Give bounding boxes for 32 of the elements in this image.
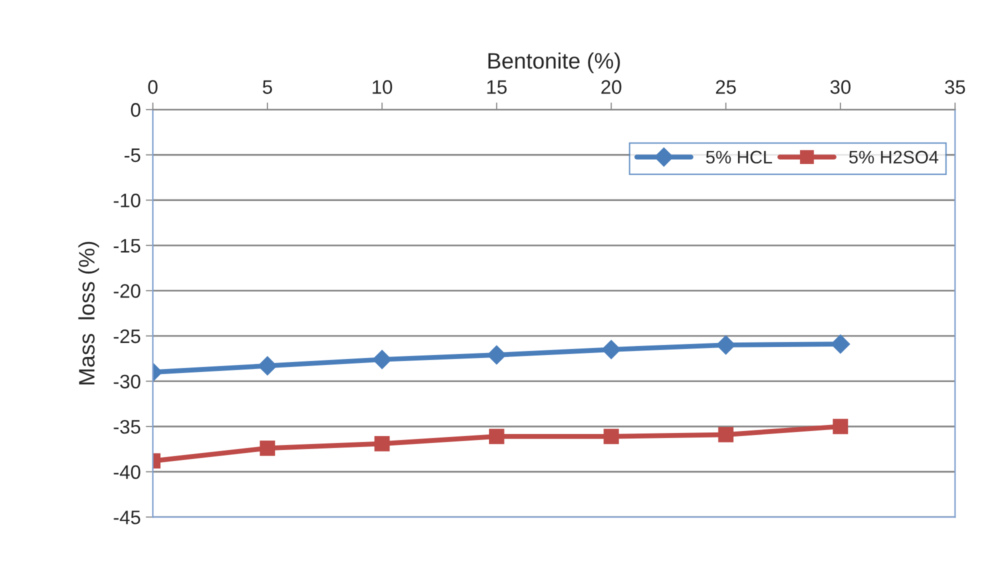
y-tick-label: -25 — [114, 329, 140, 344]
y-tick-label: -30 — [114, 374, 140, 388]
point — [604, 428, 619, 444]
point — [830, 334, 850, 354]
point — [718, 427, 734, 442]
y-tick-label: -5 — [124, 148, 140, 162]
x-tick-label: 10 — [372, 80, 392, 94]
y-axis-title: Mass loss (%) — [78, 242, 100, 384]
y-tick-label: -20 — [114, 284, 140, 298]
y-tick-label: -40 — [114, 465, 140, 480]
x-tick-label: 5 — [262, 80, 272, 94]
x-axis-title: Bentonite (%) — [488, 52, 620, 74]
point — [372, 350, 392, 370]
x-tick-label: 20 — [601, 80, 622, 94]
x-tick-label: 15 — [487, 80, 507, 94]
x-tick-label: 0 — [148, 80, 158, 94]
x-tick-label: 30 — [830, 80, 850, 94]
y-tick-label: -45 — [114, 510, 140, 524]
point — [486, 345, 506, 365]
legend-label: 5% HCL — [706, 150, 772, 164]
point — [832, 418, 848, 434]
legend-label: 5% H2SO4 — [849, 150, 938, 164]
x-tick-label: 35 — [944, 80, 966, 94]
point — [258, 356, 278, 376]
y-tick-label: -10 — [114, 194, 140, 208]
y-tick-label: -35 — [114, 420, 140, 434]
point — [374, 436, 390, 452]
x-tick-label: 25 — [716, 80, 736, 94]
y-tick-label: 0 — [130, 103, 140, 117]
y-tick-label: -15 — [114, 239, 140, 253]
point — [260, 440, 276, 456]
point — [489, 428, 504, 444]
